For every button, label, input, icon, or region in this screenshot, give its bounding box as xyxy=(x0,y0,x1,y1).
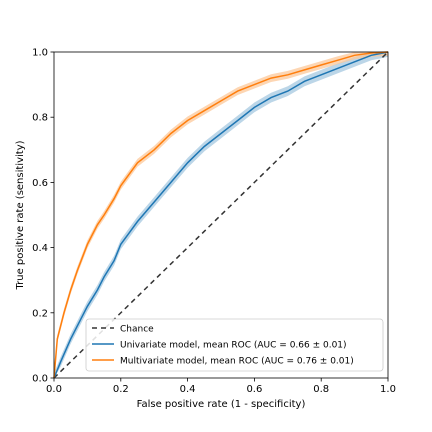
x-tick-label: 0.4 xyxy=(180,384,196,395)
legend-label-0: Chance xyxy=(120,325,154,335)
y-tick-label: 1.0 xyxy=(32,48,48,59)
axis-ticks: 0.0 0.2 0.4 0.6 0.8 1.0 0.0 0.2 0.4 0.6 0.8 1.0 xyxy=(32,48,396,396)
series-lines xyxy=(53,51,389,379)
y-tick-label: 0.8 xyxy=(32,113,48,124)
series-line-0 xyxy=(53,51,389,379)
x-tick-label: 1.0 xyxy=(380,384,396,395)
y-tick-label: 0.0 xyxy=(32,374,48,385)
legend: Chance Univariate model, mean ROC (AUC = … xyxy=(85,318,384,372)
y-axis-label: True positive rate (sensitivity) xyxy=(15,140,26,290)
x-tick-label: 0.6 xyxy=(246,384,262,395)
legend-label-1: Univariate model, mean ROC (AUC = 0.66 ±… xyxy=(120,341,347,351)
series-line-1 xyxy=(53,51,389,379)
legend-frame xyxy=(85,318,384,372)
x-tick-label: 0.2 xyxy=(113,384,129,395)
y-tick-label: 0.2 xyxy=(32,308,48,319)
plot-frame xyxy=(53,51,389,379)
x-tick-label: 0.8 xyxy=(313,384,329,395)
legend-label-2: Multivariate model, mean ROC (AUC = 0.76… xyxy=(120,357,354,367)
series-line-2 xyxy=(53,51,389,379)
y-tick-label: 0.6 xyxy=(32,178,48,189)
y-tick-label: 0.4 xyxy=(32,243,48,254)
x-axis-label: False positive rate (1 - specificity) xyxy=(137,399,306,410)
x-tick-label: 0.0 xyxy=(46,384,62,395)
